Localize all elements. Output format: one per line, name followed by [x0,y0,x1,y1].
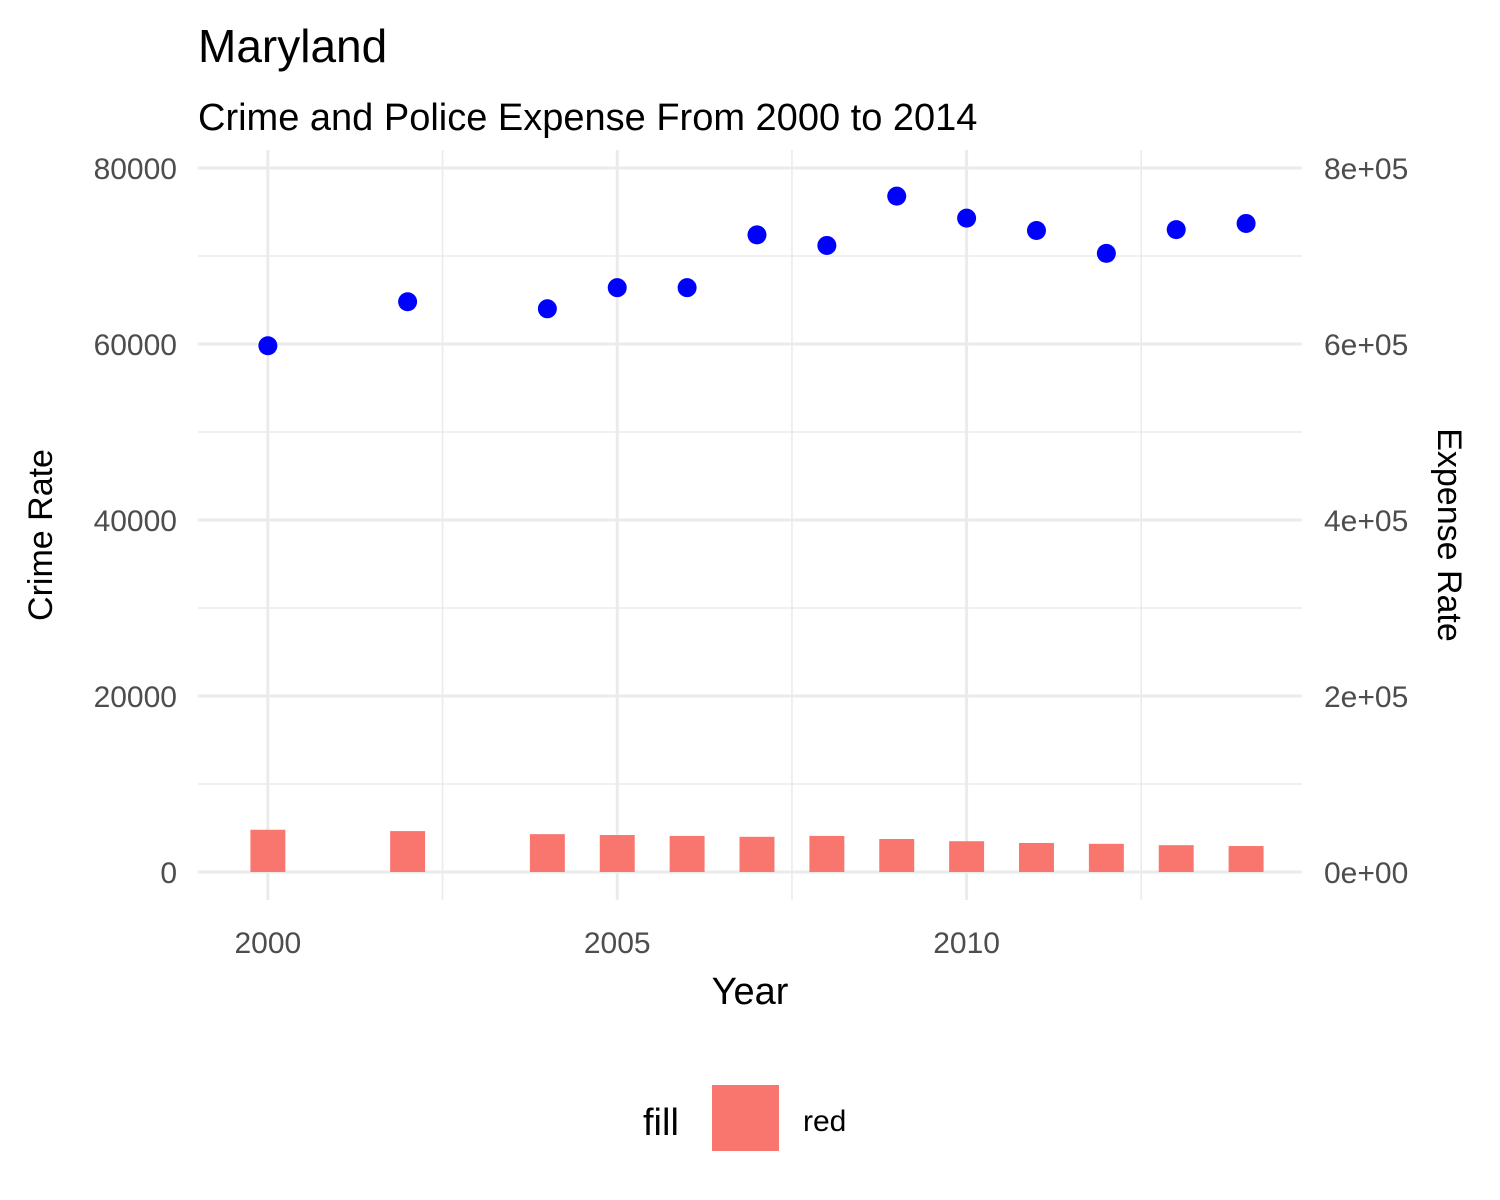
y-left-tick-label: 0 [160,857,177,890]
point-2011 [1026,220,1046,240]
y-right-tick-label: 2e+05 [1324,681,1408,714]
bar-series [250,829,1264,872]
grid [198,150,1302,900]
point-2009 [887,186,907,206]
y-left-axis-ticks: 0 20000 40000 60000 80000 [94,153,177,890]
y-left-axis-title: Crime Rate [22,449,60,621]
point-2006 [677,278,697,298]
point-2013 [1166,220,1186,240]
bar-2000 [250,829,286,872]
point-2008 [817,235,837,255]
point-2012 [1096,243,1116,263]
bar-2011 [1019,842,1054,872]
chart-title: Maryland [198,20,387,72]
legend-title: fill [643,1102,679,1144]
bar-2013 [1158,845,1194,872]
point-series [258,186,1256,356]
bar-2007 [739,836,775,872]
chart-subtitle: Crime and Police Expense From 2000 to 20… [198,97,977,139]
bar-2010 [949,841,985,872]
legend-label-red: red [803,1105,846,1138]
y-left-tick-label: 40000 [94,505,177,538]
x-axis-ticks: 2000 2005 2010 [234,927,999,960]
legend: fill red [643,1085,846,1151]
bar-2006 [669,835,705,872]
point-2007 [747,225,767,245]
y-right-axis-ticks: 0e+00 2e+05 4e+05 6e+05 8e+05 [1324,153,1408,890]
y-left-tick-label: 60000 [94,329,177,362]
point-2010 [957,208,977,228]
y-right-tick-label: 4e+05 [1324,505,1408,538]
y-right-axis-title: Expense Rate [1430,428,1468,642]
y-left-tick-label: 20000 [94,681,177,714]
point-2002 [398,292,418,312]
y-right-tick-label: 8e+05 [1324,153,1408,186]
bar-2004 [529,834,565,872]
x-axis-title: Year [712,971,789,1013]
bar-2005 [599,835,635,872]
x-tick-label: 2010 [933,927,1000,960]
y-left-tick-label: 80000 [94,153,177,186]
bar-2008 [809,835,845,872]
y-right-tick-label: 0e+00 [1324,857,1408,890]
x-tick-label: 2000 [234,927,301,960]
point-2014 [1236,213,1256,233]
point-2005 [607,278,627,298]
legend-key-red [712,1085,779,1151]
point-2000 [258,336,278,356]
x-tick-label: 2005 [584,927,651,960]
bar-2014 [1228,846,1264,872]
point-2004 [537,299,557,319]
bar-2012 [1088,843,1124,872]
bar-2009 [879,839,915,872]
bar-2002 [390,831,426,872]
y-right-tick-label: 6e+05 [1324,329,1408,362]
